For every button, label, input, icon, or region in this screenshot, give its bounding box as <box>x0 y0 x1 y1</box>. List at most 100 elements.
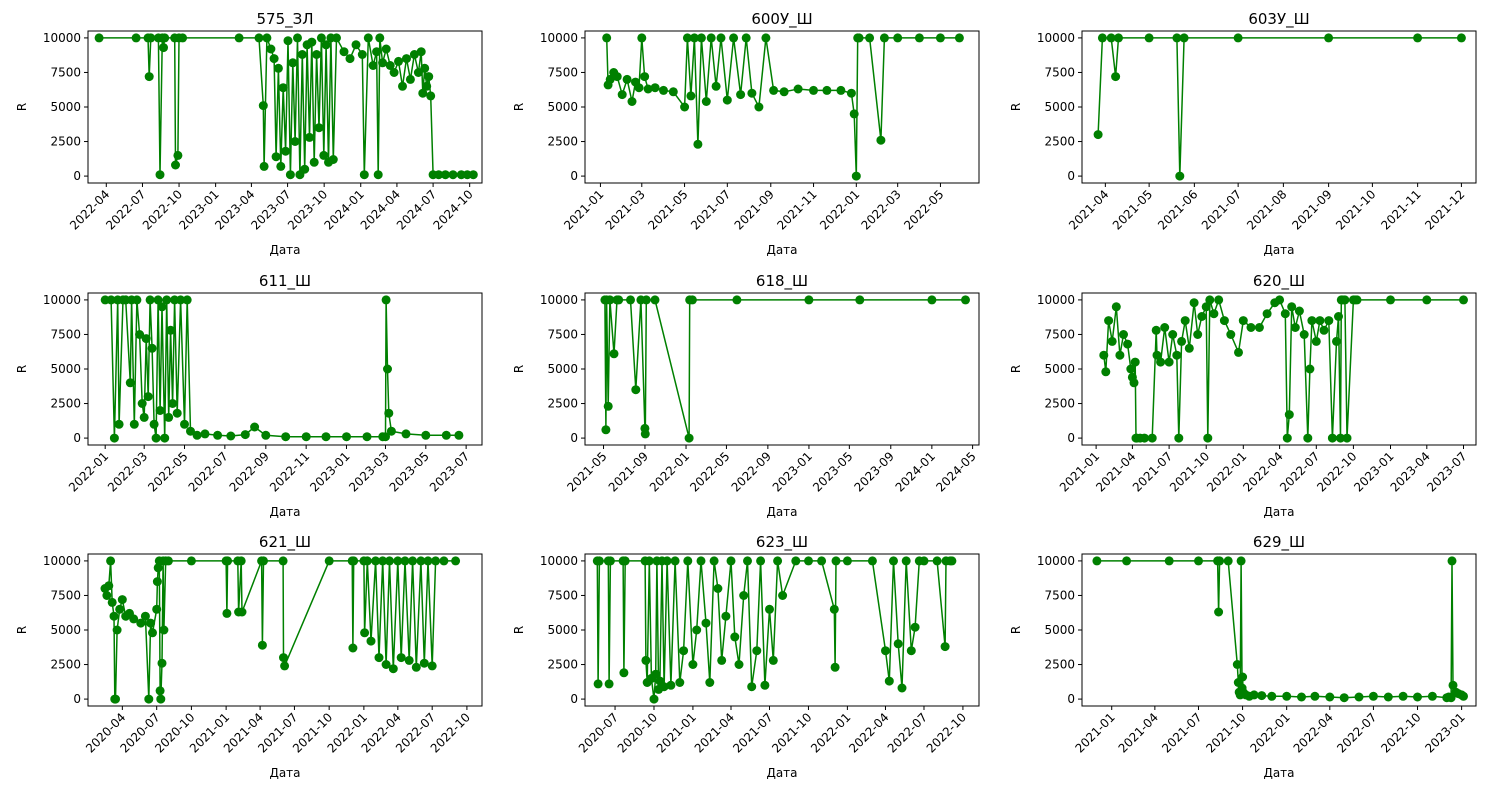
data-point <box>640 429 650 439</box>
data-point <box>1307 316 1317 326</box>
data-point <box>1107 336 1117 346</box>
data-point <box>1119 330 1128 339</box>
data-point <box>693 139 703 149</box>
data-point <box>1093 130 1103 140</box>
axes-frame <box>584 292 980 446</box>
y-tick-label: 10000 <box>43 293 81 307</box>
data-point <box>879 33 889 43</box>
data-point <box>910 622 920 632</box>
data-point <box>1267 691 1277 701</box>
data-point <box>259 556 268 566</box>
data-point <box>734 660 744 669</box>
data-point <box>362 432 372 442</box>
data-point <box>424 72 434 82</box>
data-point <box>381 432 390 442</box>
data-point <box>305 132 314 142</box>
data-point <box>115 604 125 614</box>
data-point <box>594 556 604 566</box>
data-point <box>166 325 176 335</box>
data-point <box>1180 316 1190 326</box>
data-point <box>1197 312 1207 321</box>
y-axis-label: R <box>1009 103 1023 111</box>
data-point <box>1123 339 1133 349</box>
data-point <box>932 556 942 566</box>
y-tick-label: 7500 <box>547 588 578 602</box>
data-point <box>601 425 611 435</box>
data-point <box>328 155 338 164</box>
data-point <box>342 432 351 442</box>
data-point <box>1299 330 1309 339</box>
data-point <box>155 170 165 180</box>
data-point <box>409 50 419 59</box>
y-tick-label: 5000 <box>547 362 578 376</box>
data-point <box>804 295 814 305</box>
data-point <box>276 161 286 171</box>
data-point <box>441 430 451 440</box>
data-point <box>889 556 898 566</box>
y-tick-label: 5000 <box>50 100 81 114</box>
data-point <box>159 625 169 635</box>
plot-area <box>1092 556 1468 703</box>
data-point <box>1092 556 1102 566</box>
data-point <box>659 682 669 692</box>
data-point <box>696 556 706 566</box>
data-point <box>683 556 693 566</box>
y-tick-label: 2500 <box>547 397 578 411</box>
data-point <box>1413 33 1423 43</box>
data-point <box>947 556 957 566</box>
y-tick-label: 7500 <box>1044 65 1075 79</box>
data-point <box>626 295 635 305</box>
data-point <box>1205 295 1215 305</box>
data-point <box>186 426 195 436</box>
y-tick-label: 10000 <box>1037 293 1075 307</box>
data-point <box>146 618 156 628</box>
data-point <box>631 385 641 395</box>
data-point <box>160 433 170 443</box>
axes-frame <box>87 553 483 707</box>
data-point <box>1236 556 1246 566</box>
y-tick-label: 0 <box>73 692 81 706</box>
y-tick-label: 7500 <box>50 327 81 341</box>
plot-area <box>592 556 957 704</box>
y-tick-label: 0 <box>73 169 81 183</box>
data-point <box>1354 692 1364 702</box>
data-point <box>266 44 276 54</box>
y-tick-label: 2500 <box>1044 135 1075 149</box>
data-point <box>644 556 654 566</box>
data-point <box>717 655 727 665</box>
y-tick-label: 0 <box>73 431 81 445</box>
data-point <box>1152 350 1162 360</box>
data-point <box>378 556 388 566</box>
data-point <box>1280 309 1290 319</box>
data-point <box>404 655 414 665</box>
data-point <box>1339 693 1349 703</box>
data-point <box>383 364 392 374</box>
data-point <box>756 556 766 566</box>
data-point <box>418 88 428 98</box>
data-point <box>416 556 426 566</box>
data-point <box>1122 556 1132 566</box>
data-point <box>226 431 236 441</box>
data-point <box>605 556 615 566</box>
data-point <box>914 33 924 43</box>
data-point <box>254 33 264 43</box>
data-point <box>1459 295 1468 305</box>
data-point <box>1249 690 1259 700</box>
data-point <box>1336 433 1345 443</box>
data-point <box>153 563 163 573</box>
data-point <box>1456 33 1466 43</box>
data-point <box>1194 556 1203 566</box>
y-axis-label: R <box>15 626 29 634</box>
data-point <box>1290 323 1300 332</box>
data-point <box>106 556 116 566</box>
data-point <box>1287 302 1297 312</box>
y-tick-label: 10000 <box>540 31 578 45</box>
data-point <box>849 109 859 119</box>
y-tick-label: 10000 <box>1037 31 1075 45</box>
data-point <box>278 556 288 566</box>
data-point <box>1177 336 1187 346</box>
data-point <box>614 295 624 305</box>
data-point <box>1172 33 1182 43</box>
data-point <box>157 658 167 668</box>
